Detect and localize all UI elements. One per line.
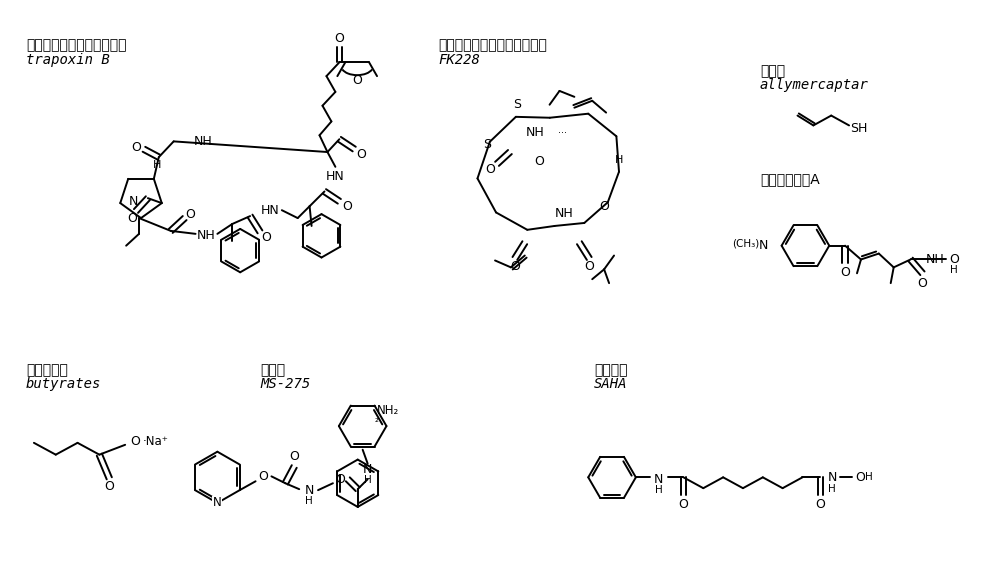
Text: H: H [828, 484, 836, 494]
Text: H: H [655, 485, 663, 495]
Text: O: O [131, 141, 141, 154]
Text: H: H [153, 160, 161, 170]
Text: allymercaptar: allymercaptar [760, 78, 869, 92]
Text: butyrates: butyrates [26, 377, 101, 391]
Text: O: O [840, 266, 850, 279]
Text: O: O [352, 74, 362, 87]
Text: N: N [654, 473, 663, 486]
Text: O: O [261, 231, 271, 245]
Text: NH₂: NH₂ [377, 404, 400, 417]
Text: O: O [485, 163, 495, 176]
Text: S: S [483, 137, 491, 151]
Text: O: O [356, 147, 366, 160]
Text: O: O [584, 260, 594, 273]
Text: HN: HN [326, 170, 345, 183]
Text: NH: NH [194, 135, 213, 148]
Text: 酰胺类: 酰胺类 [260, 363, 285, 377]
Text: ₂: ₂ [375, 414, 378, 424]
Text: O: O [855, 471, 865, 484]
Text: H: H [305, 496, 313, 506]
Text: trapoxin B: trapoxin B [26, 53, 110, 67]
Text: N: N [304, 484, 314, 497]
Text: HN: HN [261, 204, 279, 216]
Text: H: H [364, 475, 372, 486]
Text: 羟肟酸类: 羟肟酸类 [594, 363, 628, 377]
Text: O: O [334, 32, 344, 45]
Text: H: H [615, 155, 623, 165]
Text: NH: NH [525, 126, 544, 139]
Text: O: O [949, 253, 959, 266]
Text: O: O [918, 277, 927, 290]
Text: N: N [128, 195, 138, 208]
Text: 曲古抑菌霉素A: 曲古抑菌霉素A [760, 172, 820, 186]
Text: O: O [335, 473, 345, 486]
Text: O: O [599, 199, 609, 213]
Text: S: S [513, 98, 521, 111]
Text: 包含环氧酮基的环四肽结构: 包含环氧酮基的环四肽结构 [26, 39, 126, 53]
Text: O: O [679, 498, 688, 511]
Text: NH: NH [926, 253, 945, 266]
Text: MS-275: MS-275 [260, 377, 310, 391]
Text: O: O [186, 208, 196, 221]
Text: N: N [828, 471, 837, 484]
Text: O: O [259, 470, 268, 483]
Text: SH: SH [850, 122, 868, 135]
Text: 短链脂肪酸: 短链脂肪酸 [26, 363, 68, 377]
Text: NH: NH [197, 229, 216, 242]
Text: NH: NH [555, 207, 574, 219]
Text: SAHA: SAHA [594, 377, 628, 391]
Text: O: O [535, 156, 545, 168]
Text: N: N [213, 497, 222, 510]
Text: 其他类: 其他类 [760, 64, 785, 78]
Text: N: N [363, 463, 372, 476]
Text: H: H [865, 472, 873, 482]
Text: O: O [342, 199, 352, 213]
Text: O: O [127, 212, 137, 225]
Text: H: H [950, 266, 958, 276]
Text: 不包含环氧酮基的环四肽结构: 不包含环氧酮基的环四肽结构 [439, 39, 547, 53]
Text: O: O [104, 480, 114, 493]
Text: ...: ... [558, 125, 567, 135]
Text: O: O [289, 450, 299, 463]
Text: FK228: FK228 [439, 53, 480, 67]
Text: ·Na⁺: ·Na⁺ [143, 435, 169, 448]
Text: (CH₃): (CH₃) [732, 239, 760, 249]
Text: O: O [130, 435, 140, 448]
Text: O: O [510, 260, 520, 273]
Text: N: N [759, 239, 768, 252]
Text: O: O [815, 498, 825, 511]
